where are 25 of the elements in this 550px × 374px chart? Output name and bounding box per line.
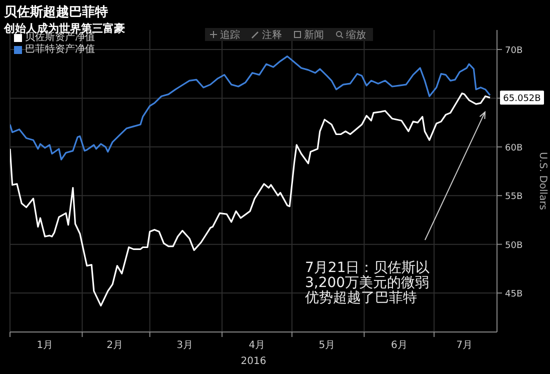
- y-tick-label: 55B: [505, 192, 523, 202]
- x-axis-title: 2016: [240, 356, 266, 367]
- y-tick-label: 50B: [505, 240, 523, 251]
- y-tick-label: 60B: [505, 143, 523, 154]
- x-tick-label: 7月: [456, 340, 473, 351]
- line-series: [10, 92, 491, 306]
- legend-label: 贝佐斯资产净值: [25, 32, 95, 44]
- chart-title: 贝佐斯超越巴菲特: [4, 4, 109, 21]
- x-tick-label: 4月: [248, 340, 266, 351]
- annotation: 追踪: [220, 29, 240, 41]
- y-tick-label: 70B: [505, 46, 523, 56]
- annotation: 注释: [262, 29, 282, 41]
- x-tick-label: 2月: [106, 340, 124, 351]
- x-tick-label: 5月: [318, 340, 336, 351]
- x-tick-label: 6月: [390, 340, 408, 351]
- annotation: 新闻: [304, 29, 324, 41]
- legend-label: 巴菲特资产净值: [24, 44, 95, 56]
- y-tick-label: 45B: [505, 290, 523, 300]
- x-tick-label: 1月: [36, 340, 54, 351]
- x-tick-label: 3月: [176, 340, 193, 351]
- line-series: [10, 56, 491, 160]
- annotation: 7月21日：贝佐斯以3,200万美元的微弱优势超越了巴菲特: [305, 260, 430, 306]
- y-axis-title: U.S. Dollars: [537, 152, 548, 210]
- data-label: 65.052B: [503, 94, 541, 104]
- annotation: 缩放: [346, 29, 366, 41]
